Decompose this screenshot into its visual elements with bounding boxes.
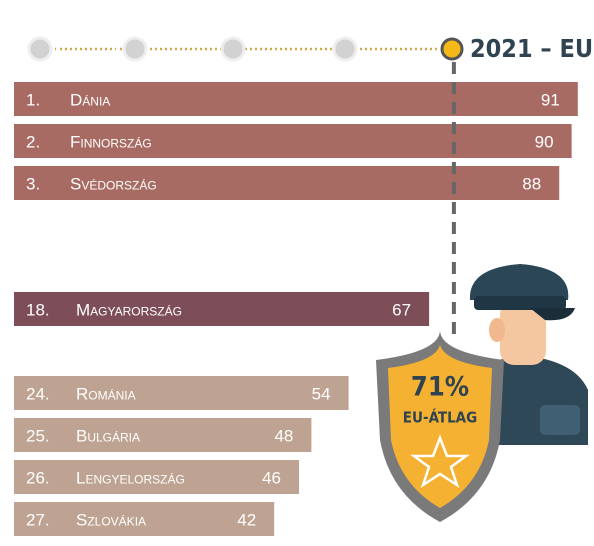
category-label: Finnország — [70, 132, 152, 151]
category-label: Svédország — [70, 174, 157, 193]
rank-label: 2. — [26, 132, 40, 151]
timeline: 2021 – EU — [29, 34, 593, 63]
pocket — [540, 405, 580, 435]
ear — [489, 318, 505, 342]
timeline-dot — [222, 38, 244, 60]
shield: 71% EU-átlag — [376, 330, 504, 522]
hat-band — [474, 296, 566, 310]
average-label: 71% — [411, 372, 469, 403]
rank-label: 25. — [26, 426, 50, 445]
rank-label: 27. — [26, 510, 50, 529]
value-label: 42 — [237, 510, 256, 529]
category-label: Lengyelország — [76, 468, 185, 487]
average-text: EU-átlag — [403, 408, 477, 427]
rank-label: 3. — [26, 174, 40, 193]
rank-label: 1. — [26, 90, 40, 109]
timeline-dot — [29, 38, 51, 60]
timeline-dot — [124, 38, 146, 60]
timeline-dot — [334, 38, 356, 60]
value-label: 67 — [392, 300, 411, 319]
rank-label: 24. — [26, 384, 50, 403]
category-label: Románia — [76, 384, 136, 403]
value-label: 90 — [535, 132, 554, 151]
value-label: 88 — [522, 174, 541, 193]
category-label: Magyarország — [76, 300, 182, 319]
timeline-label: 2021 – EU — [470, 34, 593, 63]
chart: 2021 – EU 1. Dánia 91 2. Finnország 90 3. Svédo… — [0, 0, 594, 546]
value-label: 48 — [274, 426, 293, 445]
bar — [14, 376, 349, 410]
timeline-current — [442, 39, 462, 59]
rank-label: 18. — [26, 300, 50, 319]
rank-label: 26. — [26, 468, 50, 487]
category-label: Bulgária — [76, 426, 140, 445]
category-label: Dánia — [70, 90, 110, 109]
value-label: 54 — [312, 384, 331, 403]
value-label: 46 — [262, 468, 281, 487]
hat — [470, 264, 568, 300]
category-label: Szlovákia — [76, 510, 146, 529]
bar — [14, 418, 311, 452]
value-label: 91 — [541, 90, 560, 109]
